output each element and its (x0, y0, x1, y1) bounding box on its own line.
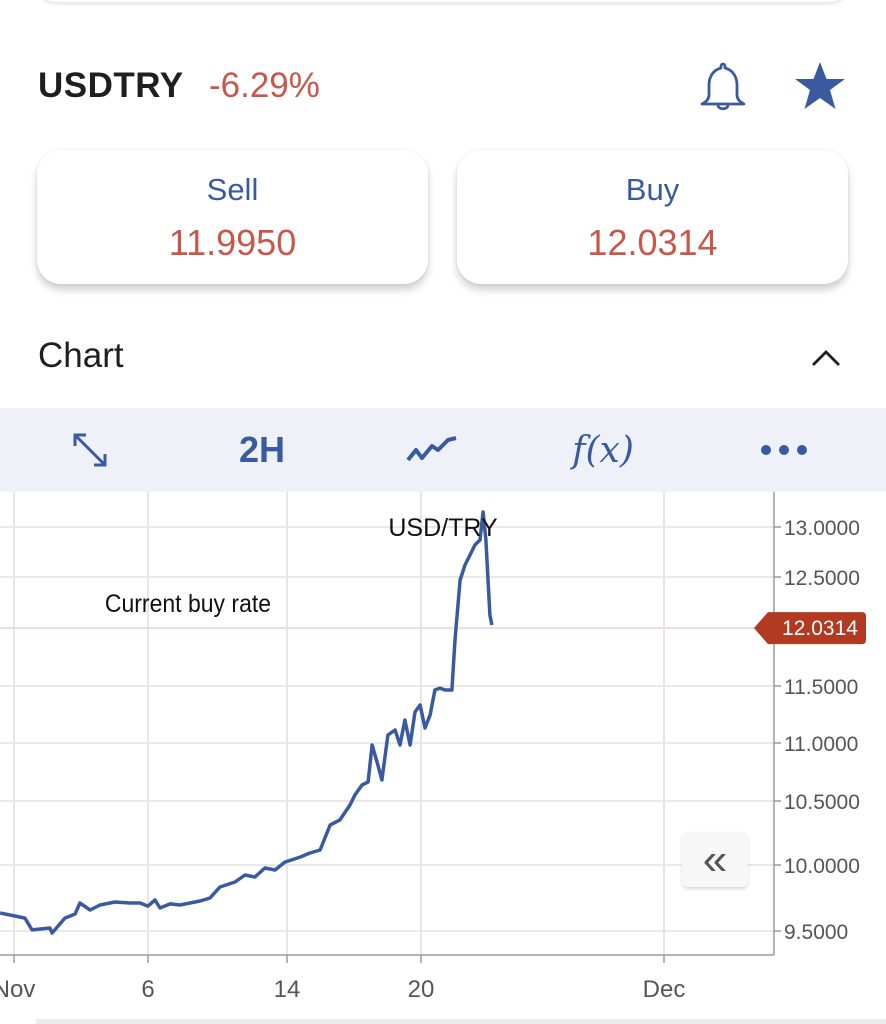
buy-price: 12.0314 (587, 222, 718, 263)
buy-button[interactable]: Buy 12.0314 (457, 150, 848, 284)
current-buy-rate-annotation: Current buy rate (105, 590, 271, 618)
price-chart[interactable]: 13.0000 12.5000 11.5000 11.0000 10.5000 10.00… (0, 492, 886, 1019)
series-line (0, 510, 494, 935)
percent-change: -6.29% (209, 66, 320, 105)
chart-type-button[interactable] (400, 408, 464, 492)
x-tick-label: 20 (408, 976, 435, 1003)
indicators-button[interactable]: f(x) (572, 429, 634, 471)
alert-button[interactable] (695, 58, 751, 114)
y-tick-label: 12.5000 (784, 567, 860, 590)
x-tick-label: 6 (141, 976, 154, 1003)
star-icon (795, 62, 845, 109)
bell-icon (700, 62, 746, 111)
line-chart-icon (406, 436, 457, 462)
y-tick-label: 10.5000 (784, 791, 860, 814)
x-tick-label: Dec (643, 976, 686, 1003)
more-button[interactable] (752, 408, 816, 492)
y-tick-label: 9.5000 (784, 921, 848, 944)
chart-toolbar: 2H f(x) (0, 408, 886, 492)
collapse-chart-button[interactable] (798, 330, 854, 386)
y-tick-label: 10.0000 (784, 855, 860, 878)
chart-section-title: Chart (38, 336, 124, 375)
interval-button[interactable]: 2H (238, 429, 286, 470)
chart-title: USD/TRY (388, 514, 498, 542)
chevron-up-icon (812, 350, 840, 366)
x-tick-label: 14 (274, 976, 301, 1003)
fullscreen-button[interactable] (60, 408, 120, 492)
favorite-button[interactable] (792, 58, 848, 114)
sell-button[interactable]: Sell 11.9950 (37, 150, 428, 284)
x-tick-label: Nov (0, 976, 35, 1003)
buy-label: Buy (625, 172, 680, 207)
symbol-title: USDTRY (38, 66, 184, 105)
bottom-divider (36, 1019, 886, 1024)
y-tick-label: 13.0000 (784, 517, 860, 540)
double-chevron-left-icon: « (702, 834, 728, 884)
y-tick-label: 11.0000 (784, 733, 858, 756)
sell-label: Sell (206, 172, 259, 207)
y-tick-label: 11.5000 (784, 676, 858, 699)
more-dots-icon (761, 445, 807, 455)
current-price-label: 12.0314 (782, 617, 858, 640)
expand-arrows-icon (73, 433, 107, 467)
scroll-to-start-button[interactable]: « (682, 832, 748, 887)
current-price-tag: 12.0314 (754, 612, 866, 645)
sell-price: 11.9950 (168, 222, 297, 263)
previous-card-edge (36, 0, 850, 2)
